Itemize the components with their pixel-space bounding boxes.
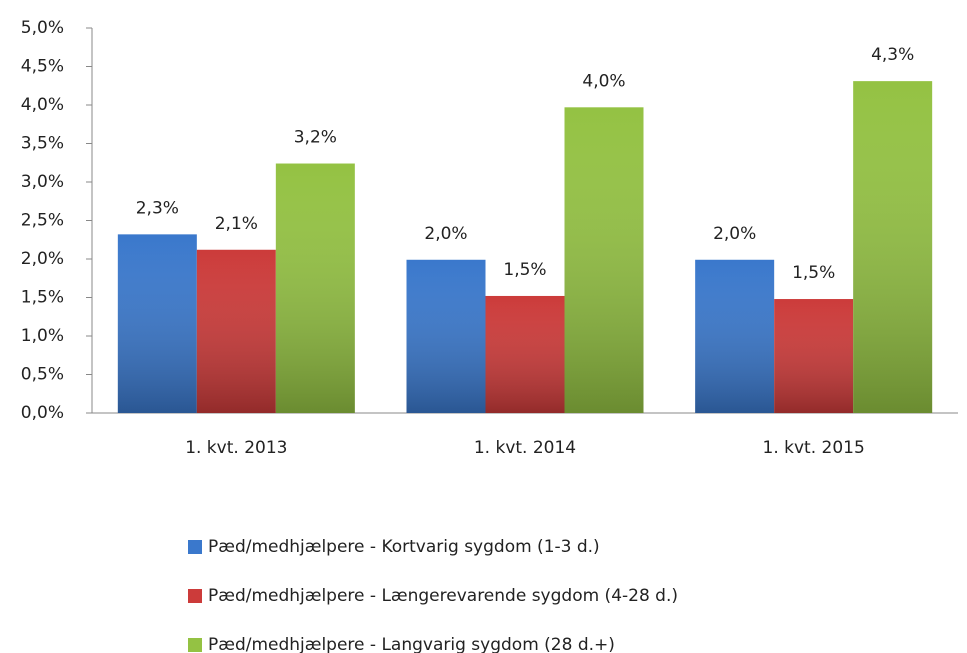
y-tick-label: 4,5%: [21, 57, 64, 77]
value-label: 2,3%: [136, 198, 179, 218]
legend-label: Pæd/medhjælpere - Længerevarende sygdom …: [208, 586, 678, 606]
legend-label: Pæd/medhjælpere - Langvarig sygdom (28 d…: [208, 635, 615, 653]
y-tick-label: 1,5%: [21, 288, 64, 308]
bar-shade: [774, 299, 854, 413]
value-label: 3,2%: [294, 128, 337, 148]
bar-shade: [485, 295, 565, 413]
bar-shade: [695, 259, 775, 413]
bar-shade: [275, 163, 355, 413]
y-tick-label: 2,5%: [21, 211, 64, 231]
y-tick-label: 1,0%: [21, 326, 64, 346]
value-label: 2,1%: [215, 214, 258, 234]
y-tick-label: 0,5%: [21, 365, 64, 385]
y-tick-label: 3,0%: [21, 172, 64, 192]
value-label: 4,3%: [871, 45, 914, 65]
y-tick-label: 5,0%: [21, 18, 64, 38]
value-label: 4,0%: [582, 71, 625, 91]
legend-label: Pæd/medhjælpere - Kortvarig sygdom (1-3 …: [208, 537, 600, 557]
bar-shade: [196, 249, 276, 413]
value-label: 2,0%: [713, 224, 756, 244]
x-tick-label: 1. kvt. 2013: [185, 438, 287, 458]
value-label: 1,5%: [792, 263, 835, 283]
legend-swatch: [188, 638, 202, 652]
legend-swatch: [188, 589, 202, 603]
bar-shade: [853, 81, 933, 413]
x-tick-label: 1. kvt. 2015: [763, 438, 865, 458]
legend-swatch: [188, 540, 202, 554]
y-tick-label: 3,5%: [21, 134, 64, 154]
bar-shade: [117, 234, 197, 413]
value-label: 1,5%: [503, 260, 546, 280]
bar-shade: [564, 107, 644, 413]
bar-shade: [406, 259, 486, 413]
y-tick-label: 4,0%: [21, 95, 64, 115]
y-tick-label: 2,0%: [21, 249, 64, 269]
value-label: 2,0%: [424, 224, 467, 244]
y-tick-label: 0,0%: [21, 403, 64, 423]
x-tick-label: 1. kvt. 2014: [474, 438, 576, 458]
